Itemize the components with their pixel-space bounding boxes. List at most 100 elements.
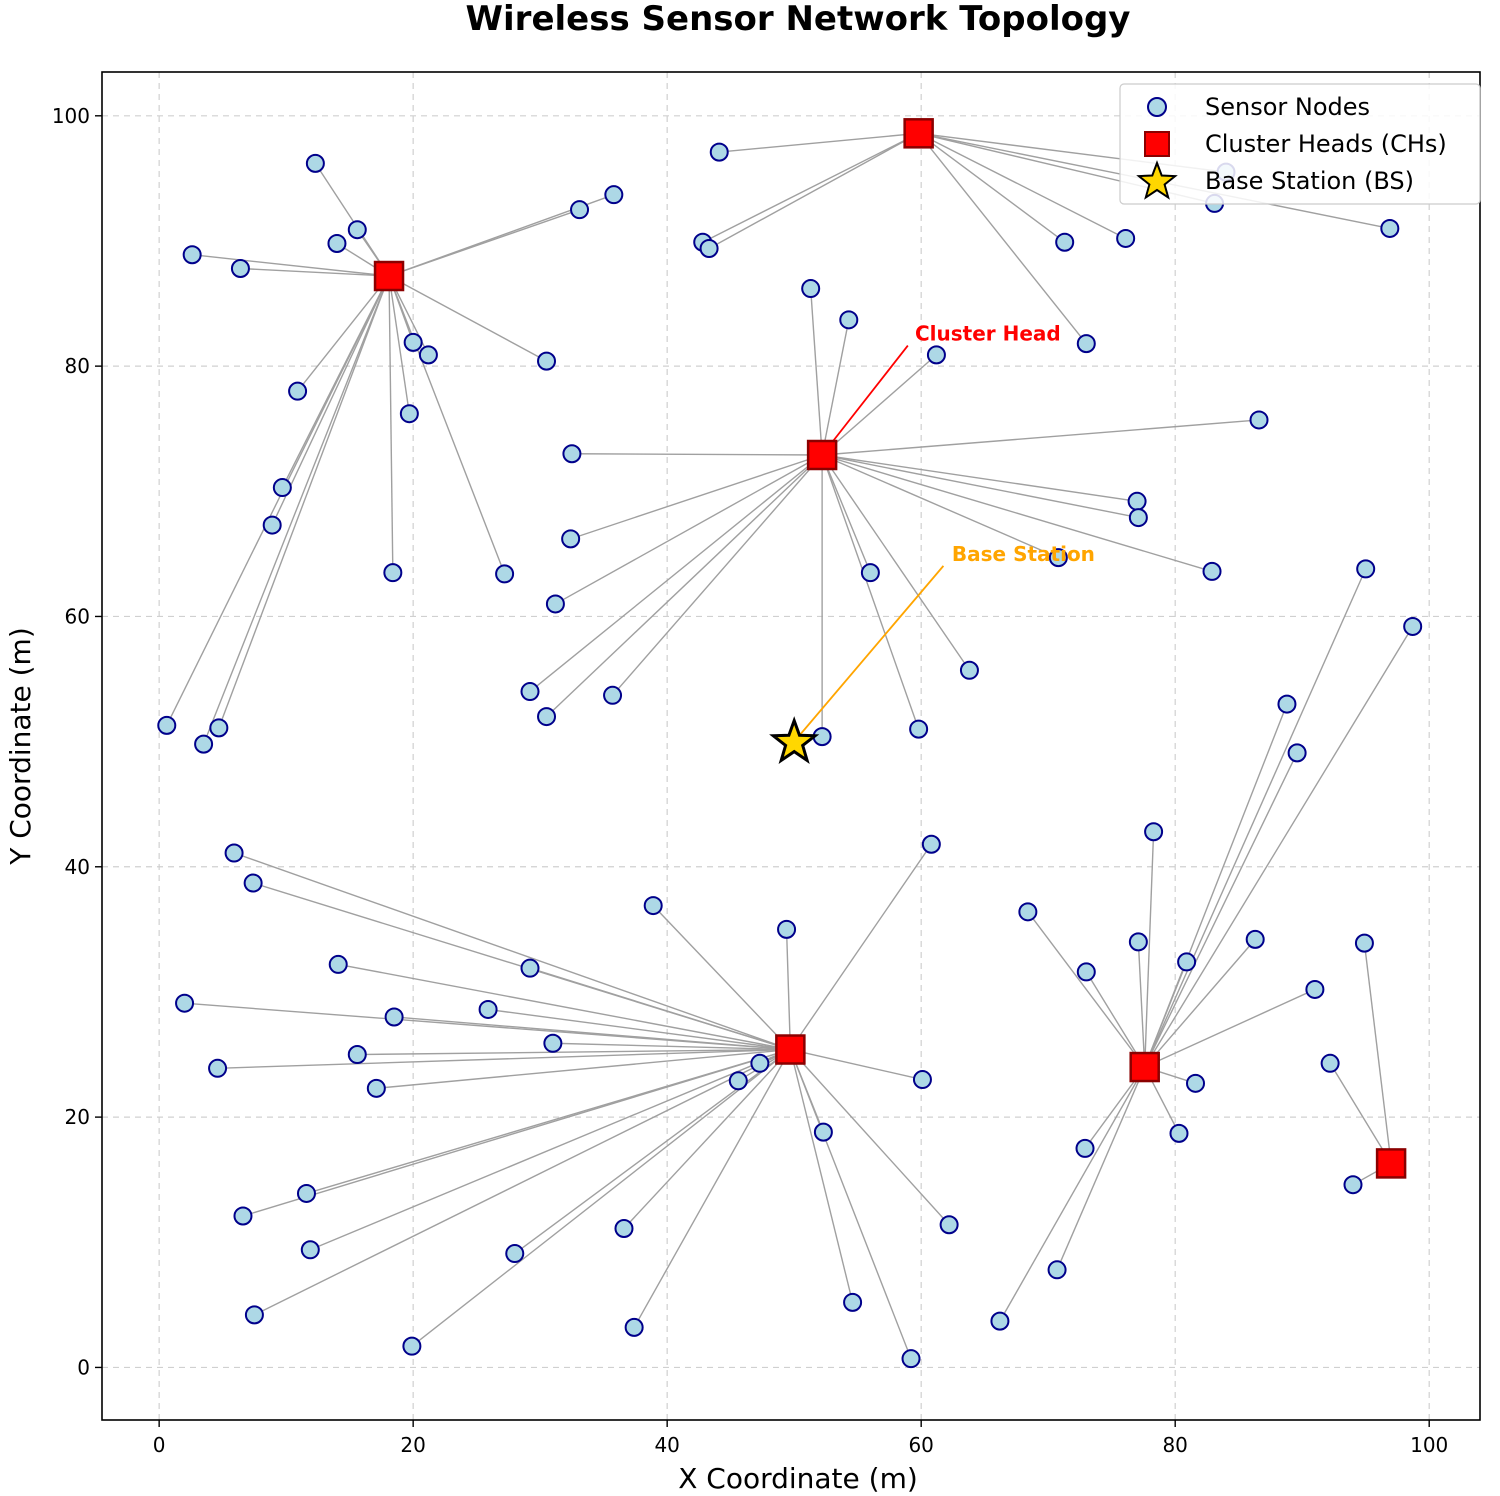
sensor-node: [233, 1206, 253, 1226]
sensor-node: [328, 954, 348, 974]
sensor-node: [860, 563, 880, 583]
cluster-link: [918, 132, 1126, 240]
sensor-node: [839, 310, 859, 330]
y-tick-label: 80: [65, 354, 90, 378]
cluster-link: [338, 963, 791, 1051]
sensor-node: [305, 153, 325, 173]
sensor-node: [182, 245, 202, 265]
cluster-link: [1085, 971, 1146, 1068]
sensor-node: [537, 707, 557, 727]
sensor-node: [243, 873, 263, 893]
cluster-link: [1329, 1062, 1392, 1164]
cluster-link: [633, 1049, 791, 1328]
legend: Sensor Nodes Cluster Heads (CHs) Base St…: [1119, 83, 1481, 205]
sensor-node: [699, 238, 719, 258]
sensor-node: [728, 1071, 748, 1091]
cluster-link: [166, 275, 390, 726]
cluster-link: [999, 1066, 1146, 1322]
cluster-link: [1144, 752, 1298, 1068]
sensor-node: [926, 345, 946, 365]
sensor-node: [224, 843, 244, 863]
sensor-node: [262, 515, 282, 535]
sensor-node: [1343, 1175, 1363, 1195]
sensor-node: [901, 1349, 921, 1369]
cluster-link: [514, 1048, 791, 1255]
cluster-head-marker: [775, 1034, 806, 1065]
sensor-node: [1305, 979, 1325, 999]
cluster-link: [310, 1048, 791, 1251]
cluster-link: [571, 453, 823, 456]
sensor-node: [209, 718, 229, 738]
cluster-link: [1144, 703, 1288, 1068]
sensor-node: [604, 185, 624, 205]
sensor-node: [1144, 822, 1164, 842]
sensor-node: [909, 719, 929, 739]
legend-bs-label: Base Station (BS): [1205, 167, 1414, 195]
cluster-link: [555, 454, 823, 605]
sensor-node: [801, 279, 821, 299]
cluster-head-marker: [903, 118, 934, 149]
cluster-link: [821, 354, 937, 456]
y-tick-label: 0: [77, 1355, 90, 1379]
cluster-link: [821, 454, 872, 573]
sensor-nodes: [157, 142, 1423, 1369]
sensor-node: [1128, 932, 1148, 952]
cluster-link: [918, 132, 1066, 243]
cluster-head-marker: [373, 260, 405, 292]
cluster-link: [552, 1042, 791, 1051]
sensor-node: [1186, 1073, 1206, 1093]
sensor-node: [399, 404, 419, 424]
x-tick-label: 100: [1410, 1433, 1448, 1457]
sensor-node: [813, 1122, 833, 1142]
x-tick-label: 60: [908, 1433, 933, 1457]
cluster-link: [1144, 938, 1256, 1068]
x-tick-label: 80: [1162, 1433, 1187, 1457]
cluster-link: [240, 267, 390, 277]
sensor-node: [643, 896, 663, 916]
cluster-heads: [373, 118, 1407, 1179]
cluster-link: [217, 1048, 791, 1069]
sensor-node: [990, 1311, 1010, 1331]
y-axis-label: Y Coordinate (m): [4, 627, 37, 866]
sensor-node: [296, 1183, 316, 1203]
axis-ticks: 0 20 40 60 80 100 0 20 40 60 80 100: [52, 104, 1448, 1457]
cluster-link: [388, 275, 506, 575]
sensor-node: [1076, 962, 1096, 982]
cluster-link: [821, 319, 850, 456]
sensor-node: [1075, 1138, 1095, 1158]
cluster-link: [202, 275, 390, 745]
x-tick-label: 40: [654, 1433, 679, 1457]
cluster-link: [821, 454, 1213, 573]
cluster-link: [1144, 568, 1367, 1068]
sensor-node: [1245, 929, 1265, 949]
sensor-node: [478, 999, 498, 1019]
sensor-node: [347, 220, 367, 240]
sensor-node: [1047, 1260, 1067, 1280]
sensor-node: [157, 715, 177, 735]
sensor-node: [1249, 410, 1269, 430]
base-station-marker: [769, 716, 820, 765]
cluster-link: [376, 1048, 791, 1090]
sensor-node: [1116, 228, 1136, 248]
x-axis-label: X Coordinate (m): [678, 1462, 918, 1495]
cluster-link: [809, 288, 823, 456]
sensor-node: [1018, 902, 1038, 922]
cluster-link: [546, 454, 823, 718]
chart-title: Wireless Sensor Network Topology: [466, 0, 1131, 39]
cluster-link: [708, 132, 919, 250]
cluster-link: [789, 1049, 854, 1303]
legend-ch-label: Cluster Heads (CHs): [1205, 130, 1447, 158]
sensor-node: [208, 1058, 228, 1078]
cluster-link: [789, 1049, 950, 1226]
cluster-link: [719, 132, 919, 153]
cluster-link: [297, 275, 390, 392]
cluster-link: [1363, 943, 1392, 1164]
sensor-node: [921, 834, 941, 854]
cluster-link: [529, 967, 791, 1051]
x-tick-label: 0: [153, 1433, 166, 1457]
cluster-link: [233, 852, 791, 1051]
sensor-node: [1048, 548, 1068, 568]
sensor-node: [1403, 616, 1423, 636]
cluster-link: [1056, 1066, 1146, 1271]
legend-box: [1119, 83, 1481, 205]
